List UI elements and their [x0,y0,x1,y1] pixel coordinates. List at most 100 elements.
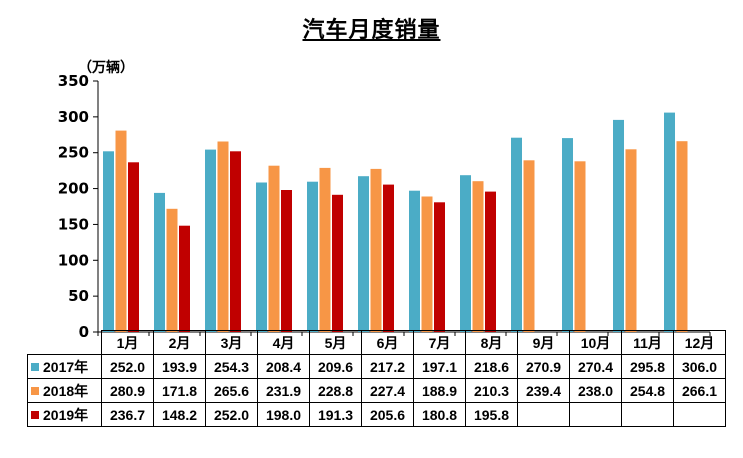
data-table: 1月 2月 3月 4月 5月 6月 7月 8月 9月 10月 11月 12月 2017年 252.0 19… [27,330,726,427]
bar-chart: 0 50 100 150 200 250 300 350 [58,72,711,340]
bar-2017年-7月 [409,190,420,332]
bar-2017年-1月 [103,151,114,332]
bar-2018年-4月 [268,165,280,332]
series-name: 2017年 [43,358,89,375]
bar-2017年-5月 [307,181,318,332]
bar-2018年-1月 [115,130,127,332]
legend-swatch [31,410,39,419]
y-tick-label: 200 [58,180,89,198]
category-label: 9月 [517,330,570,355]
data-cell: 265.6 [205,378,258,403]
data-cell: 148.2 [153,402,206,427]
data-cell: 227.4 [361,378,414,403]
bar-2019年-5月 [332,194,343,332]
bar-2017年-8月 [460,175,471,332]
category-header-row: 1月 2月 3月 4月 5月 6月 7月 8月 9月 10月 11月 12月 [28,330,726,355]
data-cell: 266.1 [673,378,726,403]
bar-2018年-9月 [523,160,535,332]
bar-2018年-11月 [625,149,637,332]
category-label: 1月 [101,330,154,355]
bar-2017年-10月 [562,138,573,332]
bar-2017年-9月 [511,137,522,332]
bar-2017年-3月 [205,149,216,332]
series-row: 2018年 280.9 171.8 265.6 231.9 228.8 227.4 188.9… [27,378,726,403]
data-cell [517,402,570,427]
data-cell: 208.4 [257,354,310,379]
bar-2019年-6月 [383,184,394,332]
bar-2017年-2月 [154,192,165,332]
category-label: 3月 [205,330,258,355]
data-cell: 252.0 [101,354,154,379]
data-cell: 295.8 [621,354,674,379]
bar-2017年-6月 [358,176,369,332]
data-cell: 191.3 [309,402,362,427]
category-label: 6月 [361,330,414,355]
bar-2018年-3月 [217,141,229,332]
bar-2019年-3月 [230,151,241,332]
y-tick-label: 0 [79,323,89,340]
data-cell: 231.9 [257,378,310,403]
bar-2018年-5月 [319,167,331,332]
bar-2017年-4月 [256,182,267,332]
data-cell: 205.6 [361,402,414,427]
data-cell: 306.0 [673,354,726,379]
data-cell: 171.8 [153,378,206,403]
data-cell: 239.4 [517,378,570,403]
data-cell: 254.3 [205,354,258,379]
bar-2019年-4月 [281,190,292,332]
bar-2019年-2月 [179,225,190,332]
data-cell: 228.8 [309,378,362,403]
data-cell: 188.9 [413,378,466,403]
y-axis-unit-label: （万辆） [78,60,134,76]
data-cell: 252.0 [205,402,258,427]
data-cell: 254.8 [621,378,674,403]
bar-2017年-11月 [613,119,624,333]
legend-swatch [31,362,39,371]
series-name: 2018年 [43,382,89,399]
series-legend-label: 2018年 [27,378,102,403]
y-tick-label: 50 [68,287,89,305]
bar-2018年-2月 [166,208,178,332]
series-legend-label: 2017年 [27,354,102,379]
table-corner [28,331,102,355]
data-cell [673,402,726,427]
y-tick-label: 250 [58,144,89,162]
y-tick-label: 100 [58,251,89,269]
data-cell: 195.8 [465,402,518,427]
y-tick-label: 150 [58,215,89,233]
data-cell: 210.3 [465,378,518,403]
bar-2019年-1月 [128,162,139,332]
category-label: 8月 [465,330,518,355]
data-cell: 236.7 [101,402,154,427]
category-label: 4月 [257,330,310,355]
category-label: 11月 [621,330,674,355]
category-label: 10月 [569,330,622,355]
bar-2018年-8月 [472,181,484,332]
series-row: 2019年 236.7 148.2 252.0 198.0 191.3 205.6 180.8… [27,402,726,427]
bar-2019年-7月 [434,202,445,332]
data-cell [569,402,622,427]
series-legend-label: 2019年 [27,402,102,427]
data-cell: 280.9 [101,378,154,403]
bar-2018年-10月 [574,161,586,332]
data-cell: 209.6 [309,354,362,379]
legend-swatch [31,386,39,395]
y-tick-label: 350 [58,72,89,90]
data-cell [621,402,674,427]
data-cell: 238.0 [569,378,622,403]
bar-2018年-12月 [676,141,688,332]
series-name: 2019年 [43,406,89,423]
data-cell: 180.8 [413,402,466,427]
bar-2018年-7月 [421,196,433,332]
data-cell: 270.4 [569,354,622,379]
data-cell: 198.0 [257,402,310,427]
data-cell: 218.6 [465,354,518,379]
data-cell: 193.9 [153,354,206,379]
bar-2017年-12月 [664,112,675,332]
bar-2018年-6月 [370,168,382,332]
data-cell: 197.1 [413,354,466,379]
series-row: 2017年 252.0 193.9 254.3 208.4 209.6 217.2 197.1… [27,354,726,379]
category-label: 5月 [309,330,362,355]
category-label: 12月 [673,330,726,355]
data-cell: 217.2 [361,354,414,379]
